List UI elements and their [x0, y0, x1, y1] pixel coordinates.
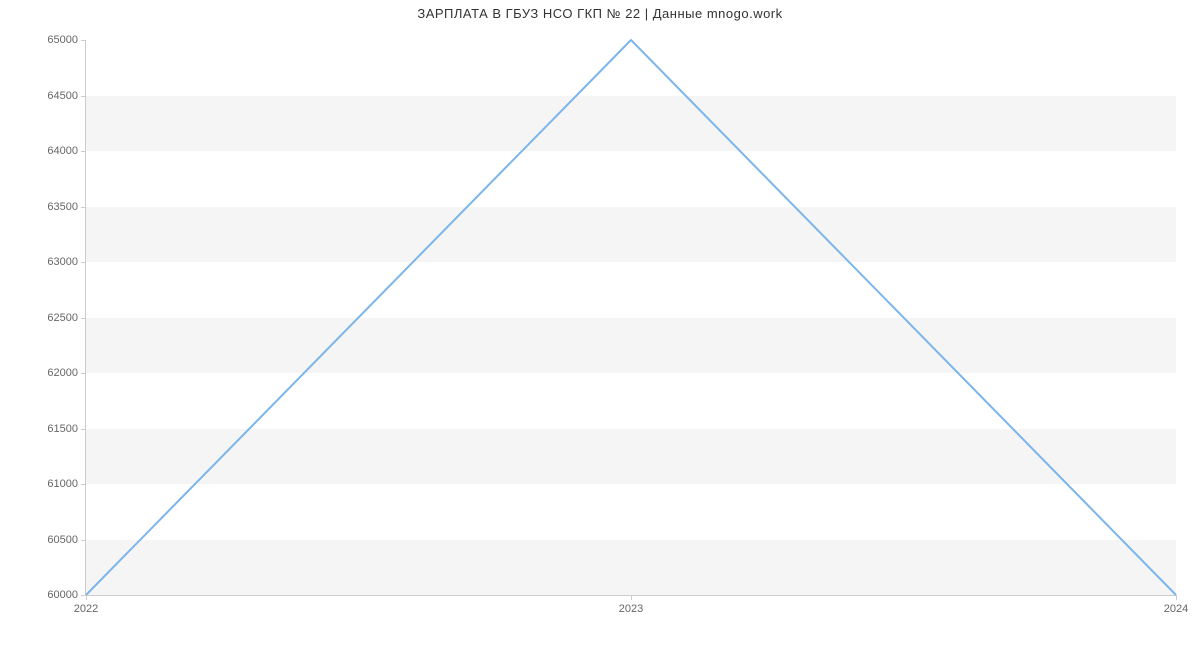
y-tick-label: 60500 [47, 534, 86, 546]
y-tick-label: 64500 [47, 90, 86, 102]
y-tick-label: 62000 [47, 367, 86, 379]
y-tick-label: 65000 [47, 34, 86, 46]
plot-area: 6000060500610006150062000625006300063500… [85, 40, 1176, 596]
x-tick-label: 2024 [1164, 595, 1188, 615]
y-tick-label: 62500 [47, 312, 86, 324]
x-tick-label: 2022 [74, 595, 98, 615]
y-tick-label: 63500 [47, 201, 86, 213]
salary-line-chart: ЗАРПЛАТА В ГБУЗ НСО ГКП № 22 | Данные mn… [0, 0, 1200, 650]
y-tick-label: 64000 [47, 145, 86, 157]
y-tick-label: 61000 [47, 478, 86, 490]
chart-title: ЗАРПЛАТА В ГБУЗ НСО ГКП № 22 | Данные mn… [0, 6, 1200, 21]
line-layer [86, 40, 1176, 595]
x-tick-label: 2023 [619, 595, 643, 615]
series-line [86, 40, 1176, 595]
y-tick-label: 63000 [47, 256, 86, 268]
y-tick-label: 61500 [47, 423, 86, 435]
